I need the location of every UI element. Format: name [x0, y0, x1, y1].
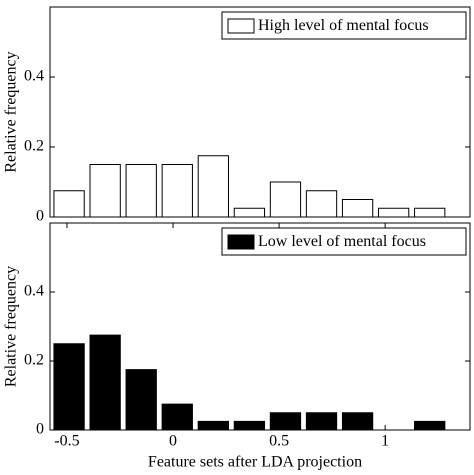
y-axis-label: Relative frequency [3, 266, 20, 387]
bar [197, 420, 229, 431]
bar [341, 412, 374, 431]
bar [233, 420, 266, 431]
bar [341, 199, 374, 218]
bar [89, 164, 121, 218]
y-axis-label: Relative frequency [3, 51, 20, 172]
bar [53, 190, 85, 218]
y-tick-label: 0 [36, 421, 44, 438]
x-axis-label: Feature sets after LDA projection [148, 454, 362, 471]
bar [125, 164, 157, 218]
bar [414, 420, 446, 431]
bar [233, 207, 266, 218]
x-tick-label: 1 [381, 433, 389, 450]
bar [269, 181, 302, 218]
y-tick-label: 0.2 [24, 352, 44, 369]
bar [161, 164, 193, 218]
bar [414, 207, 446, 218]
y-tick-label: 0.4 [24, 68, 44, 85]
bar [305, 190, 338, 218]
legend-swatch [227, 18, 255, 34]
bar [161, 403, 193, 431]
bar [53, 343, 85, 431]
bar [197, 155, 229, 218]
y-tick-label: 0.4 [24, 283, 44, 300]
legend-label: High level of mental focus [258, 17, 429, 34]
y-tick-label: 0 [36, 208, 44, 225]
x-tick-label: 0.5 [269, 433, 289, 450]
legend-box [221, 227, 467, 256]
bar [89, 334, 121, 431]
x-tick-label: -0.5 [54, 433, 79, 450]
legend-label: Low level of mental focus [258, 233, 426, 250]
x-tick-label: 0 [169, 433, 177, 450]
legend-swatch [227, 234, 255, 250]
y-tick-label: 0.2 [24, 138, 44, 155]
bar [269, 412, 302, 431]
bar [125, 369, 157, 431]
bar [305, 412, 338, 431]
legend-box [221, 11, 467, 40]
bar [377, 207, 410, 218]
